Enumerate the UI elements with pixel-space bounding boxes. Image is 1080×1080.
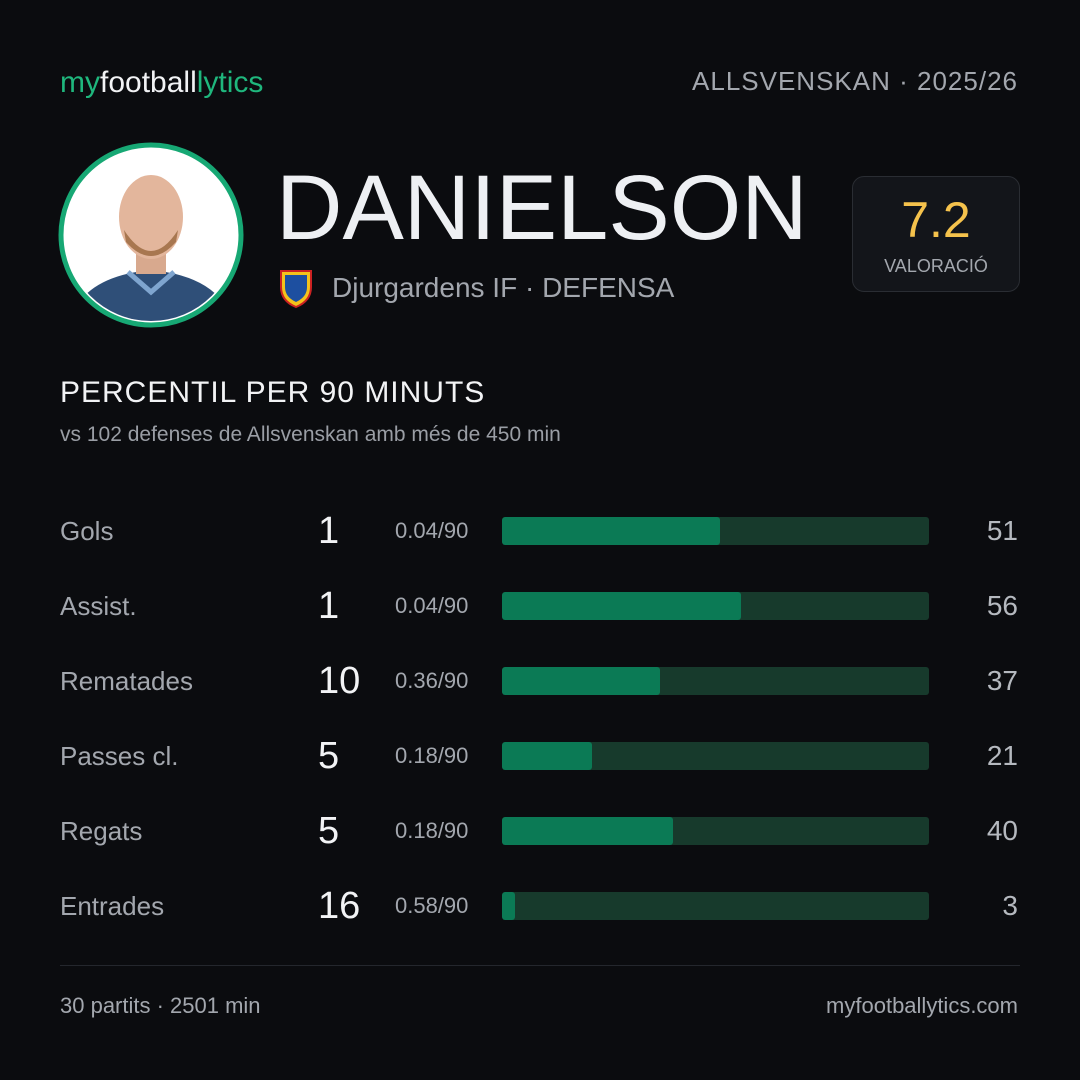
section-title: PERCENTIL PER 90 MINUTS bbox=[60, 376, 486, 409]
player-photo bbox=[58, 142, 244, 328]
season: · 2025/26 bbox=[899, 66, 1018, 96]
percentile-bar bbox=[502, 817, 673, 845]
percentile-bar bbox=[502, 592, 742, 620]
brand-part: my bbox=[60, 66, 100, 99]
stat-total: 1 bbox=[318, 510, 340, 552]
stat-percentile: 40 bbox=[986, 815, 1018, 846]
percentile-track bbox=[502, 592, 929, 620]
percentile-track bbox=[502, 892, 929, 920]
stat-label: Passes cl. bbox=[60, 741, 179, 771]
rating-label: VALORACIÓ bbox=[884, 256, 988, 276]
stat-label: Gols bbox=[60, 516, 114, 546]
brand-part: lytics bbox=[196, 66, 264, 99]
team-badge bbox=[280, 270, 312, 309]
rating-box: 7.2 VALORACIÓ bbox=[852, 176, 1020, 292]
rating: 7.2 bbox=[901, 192, 971, 248]
player-name: DANIELSON bbox=[276, 157, 808, 259]
section-subtitle: vs 102 defenses de Allsvenskan amb més d… bbox=[60, 423, 561, 446]
position: · DEFENSA bbox=[524, 272, 675, 303]
stat-per90: 0.04/90 bbox=[395, 518, 469, 543]
stat-percentile: 3 bbox=[1002, 890, 1018, 921]
stat-total: 5 bbox=[318, 810, 340, 852]
stat-total: 5 bbox=[318, 735, 340, 777]
stat-total: 16 bbox=[318, 885, 361, 927]
stat-total: 10 bbox=[318, 660, 361, 702]
league-season: ALLSVENSKAN · 2025/26 bbox=[692, 68, 1018, 94]
percentile-track bbox=[502, 742, 929, 770]
percentile-track bbox=[502, 517, 929, 545]
brand: myfootballlytics bbox=[60, 68, 263, 98]
stat-percentile: 21 bbox=[986, 740, 1018, 771]
stat-percentile: 51 bbox=[986, 515, 1018, 546]
brand-part: football bbox=[100, 66, 197, 99]
percentile-track bbox=[502, 667, 929, 695]
stat-label: Entrades bbox=[60, 891, 165, 921]
stat-percentile: 37 bbox=[986, 665, 1018, 696]
stat-percentile: 56 bbox=[986, 590, 1018, 621]
stat-per90: 0.18/90 bbox=[395, 743, 469, 768]
percentile-bar bbox=[502, 892, 515, 920]
stat-total: 1 bbox=[318, 585, 340, 627]
percentile-track bbox=[502, 817, 929, 845]
team: Djurgardens IF bbox=[332, 272, 518, 303]
stat-label: Assist. bbox=[60, 591, 137, 621]
team-line: Djurgardens IF · DEFENSA bbox=[332, 274, 674, 302]
percentile-bar bbox=[502, 517, 720, 545]
stat-per90: 0.18/90 bbox=[395, 818, 469, 843]
footer-site: myfootballytics.com bbox=[826, 993, 1018, 1018]
stat-label: Regats bbox=[60, 816, 143, 846]
stat-per90: 0.04/90 bbox=[395, 593, 469, 618]
percentile-bar bbox=[502, 667, 660, 695]
percentile-bar bbox=[502, 742, 592, 770]
league: ALLSVENSKAN bbox=[692, 66, 891, 96]
stat-label: Rematades bbox=[60, 666, 193, 696]
stat-per90: 0.58/90 bbox=[395, 893, 469, 918]
divider bbox=[60, 965, 1020, 966]
stat-per90: 0.36/90 bbox=[395, 668, 469, 693]
footer-summary: 30 partits · 2501 min bbox=[60, 993, 261, 1018]
